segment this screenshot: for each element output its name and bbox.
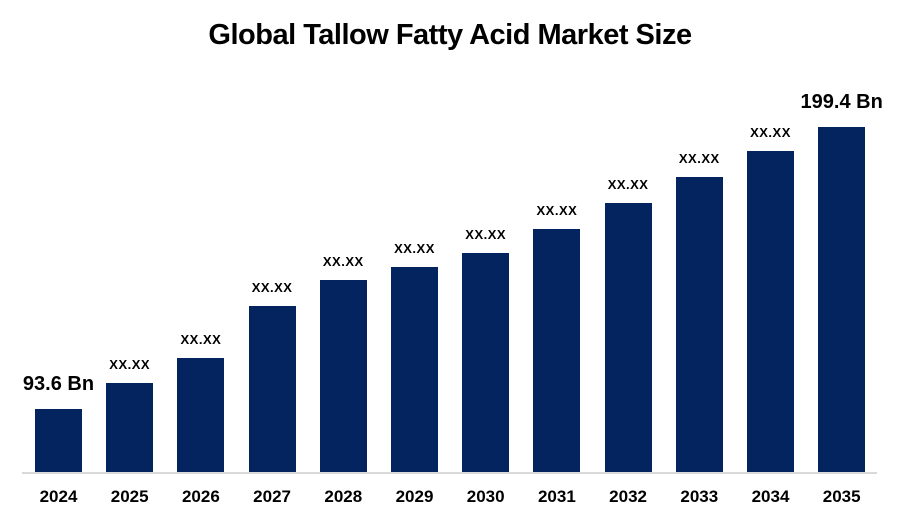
chart-title: Global Tallow Fatty Acid Market Size	[208, 19, 692, 51]
bar-2034	[747, 151, 794, 472]
value-label-2028: XX.XX	[322, 254, 364, 269]
x-axis-line	[22, 472, 877, 474]
value-label-2029: XX.XX	[394, 241, 435, 256]
bar-2031	[533, 229, 581, 472]
value-label-2032: XX.XX	[607, 177, 649, 192]
x-axis-label-2031: 2031	[537, 487, 576, 506]
bar-2030	[462, 253, 510, 472]
bar-2029	[391, 267, 438, 472]
x-axis-label-2024: 2024	[39, 487, 78, 506]
value-label-2034: XX.XX	[750, 125, 791, 140]
bar-2032	[604, 203, 652, 472]
x-axis-label-2033: 2033	[680, 487, 719, 506]
value-label-2035: 199.4 Bn	[800, 91, 883, 113]
bar-2035	[818, 127, 866, 472]
value-label-2026: XX.XX	[180, 332, 222, 347]
bar-2026	[177, 358, 225, 472]
value-label-2027: XX.XX	[251, 280, 293, 295]
bar-2027	[248, 306, 296, 472]
x-axis-label-2027: 2027	[253, 487, 291, 506]
bar-2033	[675, 177, 723, 472]
x-axis-label-2035: 2035	[822, 487, 861, 506]
value-label-2024: 93.6 Bn	[22, 373, 95, 395]
value-label-2025: XX.XX	[109, 357, 151, 372]
x-axis-label-2032: 2032	[609, 487, 647, 506]
bar-2028	[319, 280, 367, 472]
value-label-2030: XX.XX	[465, 227, 507, 242]
x-axis-label-2034: 2034	[751, 487, 790, 506]
bar-2025	[106, 383, 154, 472]
x-axis-label-2025: 2025	[110, 487, 149, 506]
x-axis-label-2026: 2026	[181, 487, 220, 506]
bar-2024	[35, 409, 82, 472]
x-axis-label-2030: 2030	[466, 487, 505, 506]
value-label-2031: XX.XX	[536, 203, 578, 218]
x-axis-label-2028: 2028	[324, 487, 363, 506]
x-axis-label-2029: 2029	[395, 487, 434, 506]
value-label-2033: XX.XX	[678, 151, 720, 166]
